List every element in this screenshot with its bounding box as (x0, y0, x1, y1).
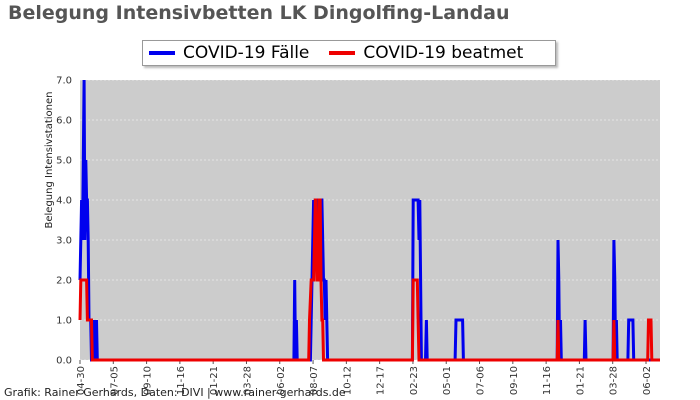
x-tick-label: 06-02 (642, 366, 653, 395)
legend-label-beatmet: COVID-19 beatmet (363, 43, 524, 63)
x-tick-label: 03-28 (242, 366, 253, 395)
y-axis-label: Belegung Intensivstationen (44, 91, 55, 228)
y-tick-label: 0.0 (56, 356, 72, 367)
series-line-beatmet (78, 198, 660, 362)
legend-label-faelle: COVID-19 Fälle (183, 43, 310, 63)
x-tick-label: 06-02 (276, 366, 287, 395)
plot-background (80, 80, 660, 360)
x-tick-label: 07-06 (476, 366, 487, 395)
y-tick-label: 3.0 (56, 236, 72, 247)
x-tick-label: 09-10 (509, 366, 520, 395)
chart-legend: COVID-19 Fälle COVID-19 beatmet (142, 40, 556, 66)
y-tick-label: 6.0 (56, 116, 72, 127)
legend-item-beatmet: COVID-19 beatmet (329, 43, 523, 63)
y-tick-label: 2.0 (56, 276, 72, 287)
legend-swatch-faelle (149, 51, 175, 55)
legend-swatch-beatmet (329, 51, 356, 55)
y-tick-label: 5.0 (56, 156, 72, 167)
x-tick-label: 11-16 (176, 366, 187, 395)
x-tick-label: 03-28 (609, 366, 620, 395)
x-axis-ticks: 04-30 07-05 09-10 11-16 01-21 03-28 06-02 08-07… (76, 360, 653, 395)
x-tick-label: 05-01 (442, 366, 453, 395)
x-tick-label: 01-21 (575, 366, 586, 395)
x-tick-label: 07-05 (109, 366, 120, 395)
y-tick-label: 1.0 (56, 316, 72, 327)
y-tick-label: 4.0 (56, 196, 72, 207)
x-tick-label: 12-17 (376, 366, 387, 395)
y-tick-label: 7.0 (56, 76, 72, 87)
x-tick-label: 02-23 (409, 366, 420, 395)
x-tick-label: 04-30 (76, 366, 87, 395)
x-tick-label: 10-12 (342, 366, 353, 395)
x-tick-label: 08-07 (309, 366, 320, 395)
series-lines (78, 79, 660, 362)
x-tick-label: 09-10 (143, 366, 154, 395)
chart-title: Belegung Intensivbetten LK Dingolfing-La… (8, 2, 510, 24)
credit-text: Grafik: Rainer Gerhards, Daten: DIVI | w… (4, 386, 346, 399)
x-tick-label: 01-21 (209, 366, 220, 395)
y-axis-ticks: 0.0 1.0 2.0 3.0 4.0 5.0 6.0 7.0 (56, 76, 72, 367)
legend-item-faelle: COVID-19 Fälle (149, 43, 309, 63)
x-tick-label: 11-16 (542, 366, 553, 395)
